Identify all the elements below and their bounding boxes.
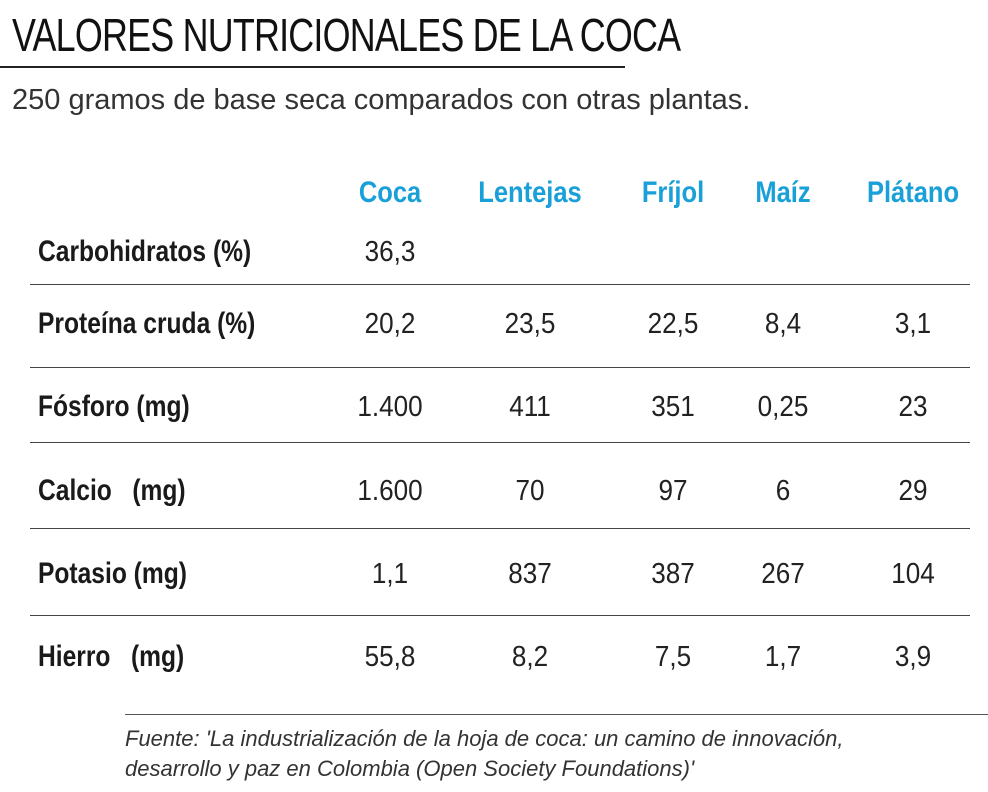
cell: 97 <box>658 475 688 507</box>
column-header: Lentejas <box>478 176 582 209</box>
cell: 351 <box>651 391 695 423</box>
column-header: Maíz <box>755 176 811 209</box>
cell: 29 <box>898 475 928 507</box>
cell: 104 <box>891 558 935 590</box>
row-label: Fósforo (mg) <box>38 390 190 423</box>
subtitle: 250 gramos de base seca comparados con o… <box>12 84 751 116</box>
cell: 8,2 <box>511 641 549 673</box>
column-header: Plátano <box>866 176 960 209</box>
cell: 387 <box>651 558 695 590</box>
row-label: Carbohidratos (%) <box>38 235 252 268</box>
cell: 1.600 <box>357 475 423 507</box>
row-separator <box>30 528 970 529</box>
row-separator <box>30 442 970 443</box>
cell: 22,5 <box>647 308 699 340</box>
row-separator <box>30 615 970 616</box>
source-text: desarrollo y paz en Colombia (Open Socie… <box>125 756 695 781</box>
source-rule <box>125 714 988 715</box>
cell: 1,1 <box>371 558 409 590</box>
cell: 0,25 <box>757 391 809 423</box>
column-header: Fríjol <box>641 176 705 209</box>
cell: 6 <box>775 475 791 507</box>
cell: 3,9 <box>894 641 932 673</box>
row-separator <box>30 284 970 285</box>
cell: 267 <box>761 558 805 590</box>
cell: 3,1 <box>894 308 932 340</box>
row-label: Proteína cruda (%) <box>38 307 256 340</box>
cell: 411 <box>509 391 551 423</box>
cell: 20,2 <box>364 308 416 340</box>
cell: 1.400 <box>357 391 423 423</box>
title: VALORES NUTRICIONALES DE LA COCA <box>12 9 681 61</box>
row-label: Hierro (mg) <box>38 640 185 673</box>
cell: 1,7 <box>764 641 802 673</box>
column-header: Coca <box>358 176 422 209</box>
row-label: Potasio (mg) <box>38 557 187 590</box>
title-rule <box>0 66 625 68</box>
source-text: Fuente: 'La industrialización de la hoja… <box>125 726 844 751</box>
row-label: Calcio (mg) <box>38 474 186 507</box>
cell: 36,3 <box>364 236 416 268</box>
row-separator <box>30 367 970 368</box>
cell: 23,5 <box>504 308 556 340</box>
cell: 837 <box>508 558 552 590</box>
cell: 23 <box>898 391 928 423</box>
cell: 7,5 <box>654 641 692 673</box>
cell: 55,8 <box>364 641 416 673</box>
cell: 8,4 <box>764 308 802 340</box>
cell: 70 <box>515 475 545 507</box>
